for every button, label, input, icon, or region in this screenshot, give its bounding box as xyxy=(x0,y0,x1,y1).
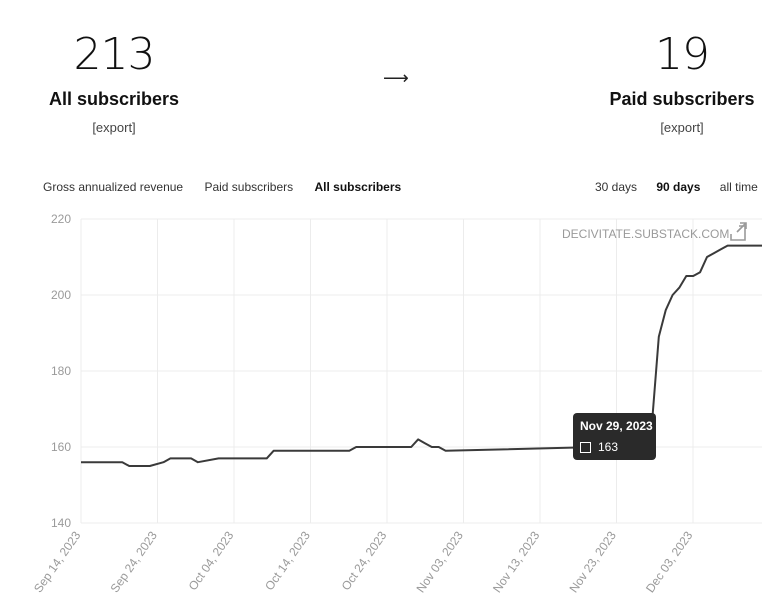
y-tick-label: 180 xyxy=(51,364,71,378)
tooltip-value: 163 xyxy=(598,440,619,454)
range-30-days[interactable]: 30 days xyxy=(595,180,638,194)
all-subscribers-count: 213 xyxy=(73,29,156,80)
export-paid-subscribers-link[interactable]: [export] xyxy=(660,120,704,135)
paid-subscribers-stat: 19 Paid subscribers [export] xyxy=(600,29,764,136)
y-tick-label: 220 xyxy=(51,212,71,226)
tab-gross-annualized-revenue[interactable]: Gross annualized revenue xyxy=(43,180,184,194)
watermark-text: DECIVITATE.SUBSTACK.COM xyxy=(562,227,729,241)
x-tick-label: Oct 14, 2023 xyxy=(262,528,313,593)
y-tick-label: 200 xyxy=(51,288,71,302)
y-tick-label: 160 xyxy=(51,440,71,454)
tooltip-series-swatch xyxy=(580,441,591,453)
subscribers-line-chart: 140 160 180 200 220 Sep 14, 2023 Sep 24, 2023… xyxy=(31,212,762,595)
series-line xyxy=(81,244,762,467)
tooltip-date: Nov 29, 2023 xyxy=(580,419,653,433)
external-link-icon[interactable] xyxy=(730,222,747,241)
x-tick-label: Sep 14, 2023 xyxy=(31,528,84,595)
x-tick-label: Nov 13, 2023 xyxy=(490,528,543,595)
x-tick-label: Oct 04, 2023 xyxy=(186,528,237,593)
x-tick-label: Nov 23, 2023 xyxy=(567,528,620,595)
all-subscribers-stat: 213 All subscribers [export] xyxy=(30,29,198,136)
x-tick-label: Nov 03, 2023 xyxy=(414,528,467,595)
chart-grid xyxy=(80,218,762,524)
arrow-right-icon: ⟶ xyxy=(383,68,409,89)
y-tick-label: 140 xyxy=(51,516,71,530)
x-tick-label: Sep 24, 2023 xyxy=(108,528,161,595)
chart-tooltip: Nov 29, 2023 163 xyxy=(573,413,656,460)
range-tabs: 30 days 90 days all time xyxy=(595,180,758,194)
tab-all-subscribers[interactable]: All subscribers xyxy=(314,180,402,194)
range-90-days[interactable]: 90 days xyxy=(656,180,701,194)
paid-subscribers-count: 19 xyxy=(655,29,710,80)
tab-paid-subscribers[interactable]: Paid subscribers xyxy=(204,180,294,194)
x-axis-ticks: Sep 14, 2023 Sep 24, 2023 Oct 04, 2023 Oct … xyxy=(31,528,696,595)
chart-series xyxy=(81,244,762,467)
y-axis-ticks: 140 160 180 200 220 xyxy=(51,212,71,530)
all-subscribers-label: All subscribers xyxy=(48,89,180,109)
x-tick-label: Dec 03, 2023 xyxy=(643,528,696,595)
x-tick-label: Oct 24, 2023 xyxy=(339,528,390,593)
metric-tabs: Gross annualized revenue Paid subscriber… xyxy=(43,180,419,194)
range-all-time[interactable]: all time xyxy=(719,180,758,194)
export-all-subscribers-link[interactable]: [export] xyxy=(92,120,136,135)
paid-subscribers-label: Paid subscribers xyxy=(609,89,755,109)
